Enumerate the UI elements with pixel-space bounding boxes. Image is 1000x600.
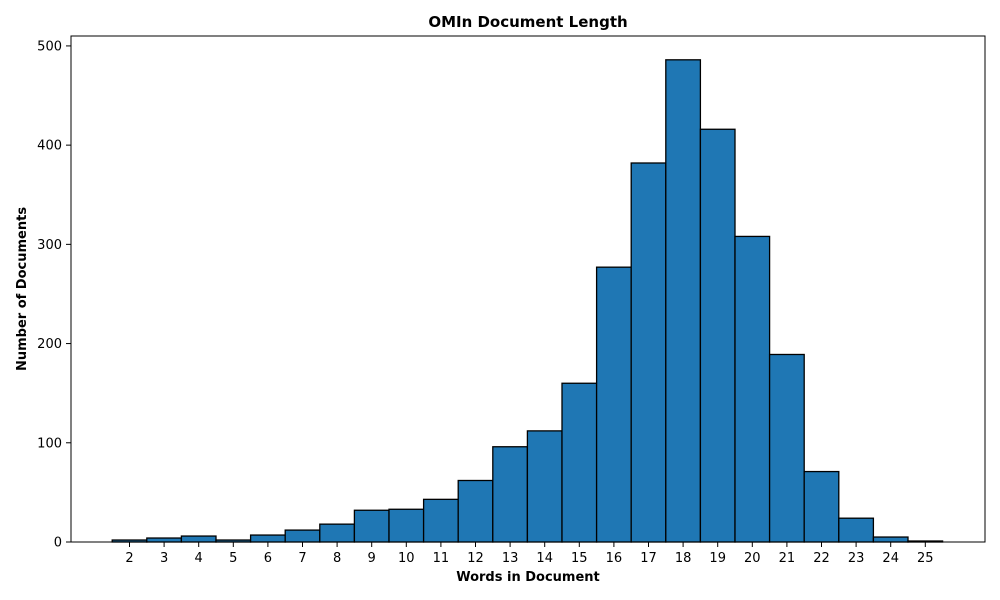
bar-9: [353, 509, 390, 543]
bar-4: [180, 535, 217, 543]
chart-title: OMIn Document Length: [428, 13, 627, 31]
x-tick-label-7: 7: [298, 551, 306, 566]
bar-24: [872, 536, 909, 543]
x-tick-label-23: 23: [848, 551, 865, 566]
x-tick-label-10: 10: [398, 551, 415, 566]
x-tick-label-6: 6: [264, 551, 272, 566]
x-tick-label-3: 3: [160, 551, 168, 566]
x-tick-label-15: 15: [571, 551, 588, 566]
y-axis: 0 100 200 300 400 500: [37, 39, 71, 551]
x-tick-label-19: 19: [709, 551, 726, 566]
x-tick-label-18: 18: [675, 551, 692, 566]
y-tick-label-500: 500: [37, 39, 62, 54]
x-tick-label-4: 4: [195, 551, 203, 566]
x-axis-title: Words in Document: [456, 570, 600, 585]
y-tick-label-200: 200: [37, 337, 62, 352]
bar-15: [561, 382, 598, 543]
x-tick-label-12: 12: [467, 551, 484, 566]
bar-16: [595, 266, 632, 543]
bar-20: [734, 235, 771, 543]
bar-23: [838, 517, 875, 543]
bar-18: [665, 59, 702, 543]
bar-10: [388, 508, 425, 543]
x-tick-label-2: 2: [125, 551, 133, 566]
x-tick-label-9: 9: [368, 551, 376, 566]
bar-3: [146, 537, 183, 543]
bar-7: [284, 529, 321, 543]
bar-13: [492, 446, 529, 543]
bar-14: [526, 430, 563, 543]
x-tick-label-16: 16: [606, 551, 623, 566]
y-tick-label-300: 300: [37, 238, 62, 253]
plot-frame: [70, 35, 986, 543]
bar-6: [249, 534, 286, 543]
bar-17: [630, 162, 667, 543]
x-tick-label-11: 11: [433, 551, 450, 566]
x-tick-label-22: 22: [813, 551, 830, 566]
bar-21: [768, 353, 805, 543]
x-tick-label-5: 5: [229, 551, 237, 566]
bar-11: [422, 498, 459, 543]
y-tick-label-100: 100: [37, 436, 62, 451]
x-tick-label-21: 21: [779, 551, 796, 566]
bars-group: [111, 59, 944, 543]
y-axis-title: Number of Documents: [15, 207, 30, 371]
bar-19: [699, 128, 736, 543]
bar-8: [319, 523, 356, 543]
x-tick-label-14: 14: [536, 551, 553, 566]
bar-12: [457, 479, 494, 543]
x-tick-label-25: 25: [917, 551, 934, 566]
y-tick-label-0: 0: [54, 536, 62, 551]
x-axis: 2 3 4 5 6 7 8 9 10 11 12 13 14 15 16 17 18 19 20 21 22 23 24 25: [125, 542, 934, 566]
x-tick-label-20: 20: [744, 551, 761, 566]
x-tick-label-8: 8: [333, 551, 341, 566]
x-tick-label-17: 17: [640, 551, 657, 566]
x-tick-label-13: 13: [502, 551, 519, 566]
bar-22: [803, 470, 840, 543]
y-tick-label-400: 400: [37, 139, 62, 154]
x-tick-label-24: 24: [882, 551, 899, 566]
